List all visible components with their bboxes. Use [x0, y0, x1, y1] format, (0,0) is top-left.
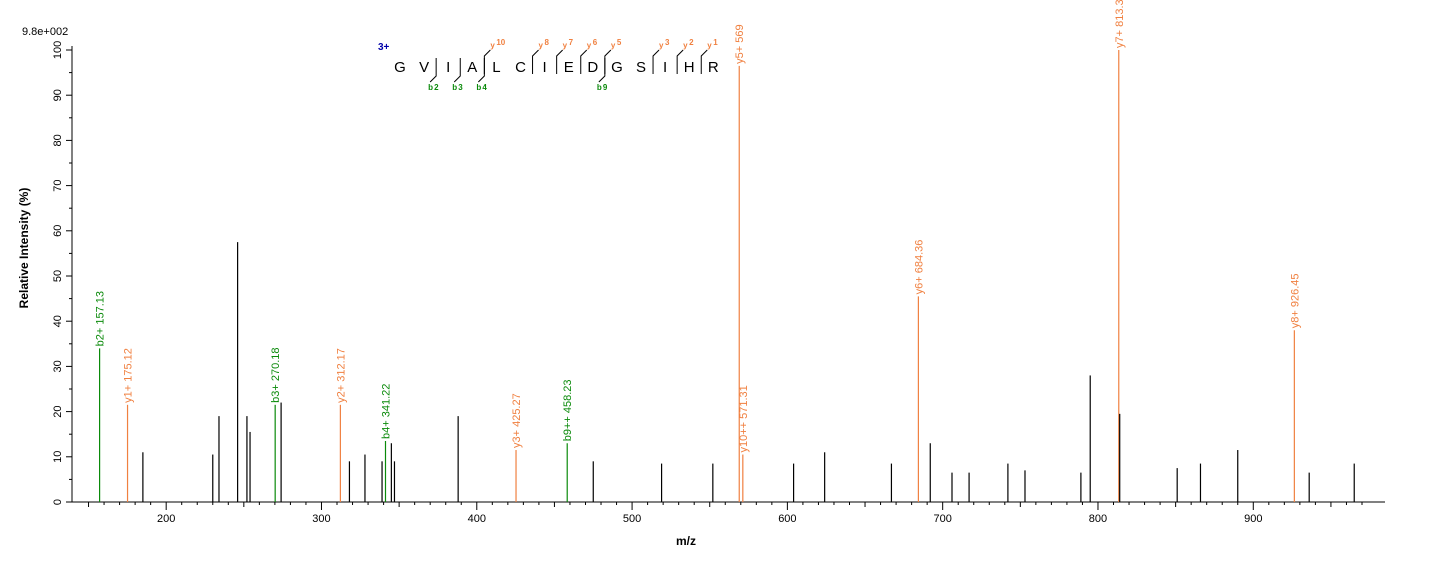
- x-axis-title: m/z: [676, 534, 696, 548]
- peak-label: y3+ 425.27: [511, 393, 523, 448]
- peak-label: b2+ 157.13: [95, 291, 107, 346]
- sequence-residue: G: [611, 59, 623, 76]
- y-fragment-ion: y: [563, 41, 568, 50]
- y-fragment-marker: [483, 49, 491, 74]
- y-tick-label: 90: [52, 89, 64, 101]
- y-fragment-ion: y: [611, 41, 616, 50]
- y-fragment-marker: [580, 49, 588, 74]
- y-fragment-number: 2: [689, 38, 694, 47]
- sequence-residue: C: [515, 59, 526, 76]
- y-fragment-ion: y: [490, 41, 495, 50]
- b-fragment-ion: b: [452, 83, 457, 92]
- y-fragment-number: 1: [713, 38, 718, 47]
- sequence-residue: G: [394, 59, 406, 76]
- y-tick-label: 80: [52, 134, 64, 146]
- y-axis-title: Relative Intensity (%): [17, 188, 31, 309]
- y-fragment-number: 8: [545, 38, 550, 47]
- x-tick-label: 200: [157, 513, 175, 525]
- y-fragment-marker: [604, 49, 612, 74]
- peak-label: y10++ 571.31: [738, 385, 750, 452]
- y-fragment-ion: y: [587, 41, 592, 50]
- sequence-residue: A: [467, 59, 477, 76]
- b-fragment-number: 3: [458, 83, 463, 92]
- peak-label: y6+ 684.36: [913, 240, 925, 295]
- spectrum-peaks: [99, 50, 1355, 502]
- b-fragment-number: 9: [603, 83, 608, 92]
- x-tick-label: 600: [778, 513, 796, 525]
- sequence-residue: V: [419, 59, 429, 76]
- y-fragment-ion: y: [659, 41, 664, 50]
- b-fragment-ion: b: [597, 83, 602, 92]
- y-tick-label: 10: [52, 451, 64, 463]
- sequence-residue: L: [492, 59, 500, 76]
- y-fragment-number: 3: [665, 38, 670, 47]
- b-fragment-marker: [429, 58, 437, 83]
- y-fragment-ion: y: [707, 41, 712, 50]
- y-fragment-marker: [652, 49, 660, 74]
- y-fragment-marker: [676, 49, 684, 74]
- max-intensity-label: 9.8e+002: [22, 26, 68, 38]
- y-fragment-number: 6: [593, 38, 598, 47]
- peak-labels: b2+ 157.13 y1+ 175.12 b3+ 270.18 y2+ 312.17…: [95, 0, 1302, 453]
- y-fragment-ion: y: [683, 41, 688, 50]
- sequence-residue: R: [708, 59, 719, 76]
- peak-label: b3+ 270.18: [270, 347, 282, 402]
- y-tick-label: 50: [52, 270, 64, 282]
- peak-label: b9++ 458.23: [562, 379, 574, 441]
- peak-label: y1+ 175.12: [123, 348, 135, 403]
- y-fragment-marker: [556, 49, 564, 74]
- b-fragment-marker: [598, 58, 606, 83]
- peak-label: b4+ 341.22: [380, 384, 392, 439]
- sequence-residue: I: [446, 59, 450, 76]
- y-fragment-marker: [532, 49, 539, 74]
- y-fragment-marker: [700, 49, 708, 74]
- y-tick-label: 70: [52, 179, 64, 191]
- y-fragment-ion: y: [539, 41, 544, 50]
- sequence-residue: I: [663, 59, 667, 76]
- x-tick-label: 700: [934, 513, 952, 525]
- peptide-sequence-annotation: 3+ G V I A L C I E D G S I H Ry 10 y 8 y 7 y 6 y 5 y 3 y 2 y 1b 2 b 3 b 4…: [378, 38, 719, 92]
- sequence-residue: D: [587, 59, 598, 76]
- peak-label: y2+ 312.17: [335, 348, 347, 403]
- precursor-charge-label: 3+: [378, 42, 390, 53]
- x-tick-label: 500: [623, 513, 641, 525]
- b-fragment-marker: [453, 58, 461, 83]
- x-axis-ticks: 200 300 400 500 600 700 800 900: [88, 502, 1363, 525]
- y-tick-label: 20: [52, 405, 64, 417]
- y-axis-ticks: 0 10 20 30 40 50 60 70 80 90 100: [52, 41, 72, 505]
- b-fragment-number: 4: [482, 83, 487, 92]
- sequence-residue: E: [564, 59, 574, 76]
- peak-label: y5+ 569: [734, 24, 746, 63]
- b-fragment-ion: b: [428, 83, 433, 92]
- b-fragment-marker: [477, 58, 485, 83]
- y-tick-label: 100: [52, 41, 64, 59]
- x-tick-label: 300: [312, 513, 330, 525]
- b-fragment-number: 2: [434, 83, 439, 92]
- x-tick-label: 800: [1089, 513, 1107, 525]
- y-tick-label: 60: [52, 225, 64, 237]
- y-tick-label: 0: [52, 499, 64, 505]
- sequence-residue: I: [543, 59, 547, 76]
- peak-label: y8+ 926.45: [1289, 273, 1301, 328]
- y-fragment-number: 7: [569, 38, 574, 47]
- peak-label: y7+ 813.39: [1114, 0, 1126, 48]
- x-tick-label: 400: [468, 513, 486, 525]
- sequence-residue: S: [636, 59, 646, 76]
- y-fragment-number: 10: [496, 38, 505, 47]
- x-tick-label: 900: [1244, 513, 1262, 525]
- y-tick-label: 40: [52, 315, 64, 327]
- y-fragment-number: 5: [617, 38, 622, 47]
- y-tick-label: 30: [52, 360, 64, 372]
- b-fragment-ion: b: [476, 83, 481, 92]
- sequence-residue: H: [684, 59, 695, 76]
